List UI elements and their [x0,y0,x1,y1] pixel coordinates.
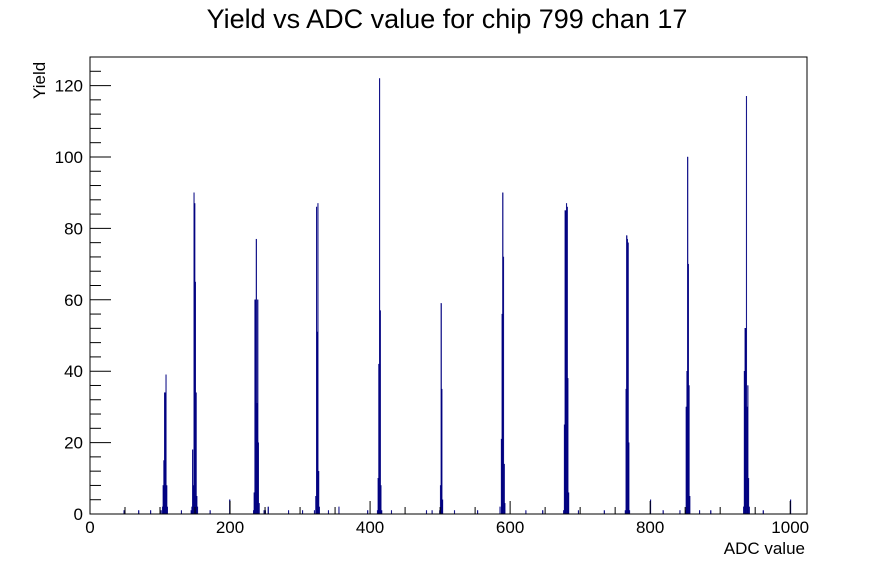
histogram-bin [196,506,199,515]
axes: 0 200 400 600 800 1000 0 20 40 60 80 100 120 [55,56,809,537]
histogram-bin [688,385,690,515]
histogram-bin [258,503,260,515]
histogram-bin [195,392,197,515]
histogram-bin [629,510,631,515]
histogram-bin [710,510,712,515]
histogram-bin [288,510,290,515]
histogram-bin [603,510,605,515]
histogram-bin [380,485,382,515]
x-tick-label: 200 [216,518,244,537]
histogram-bin [679,510,681,515]
histogram-bin [542,510,544,515]
histogram-bin [302,510,304,515]
x-tick-label: 800 [636,518,664,537]
histogram-bin [662,510,664,515]
x-tick-label: 600 [496,518,524,537]
histogram-bin [441,388,443,515]
y-tick-label: 100 [55,148,83,167]
histogram-bin [367,510,369,515]
histogram-bin [313,510,316,515]
x-axis-label: ADC value [724,539,805,558]
histogram-bin [379,310,381,515]
histogram-bin [180,510,182,515]
y-tick-label: 80 [64,219,83,238]
y-tick-label: 60 [64,291,83,310]
histogram-bin [166,506,168,515]
histogram-bin [699,510,701,515]
histogram-bin [525,510,527,515]
histogram-bin [381,510,383,515]
histogram-bin [267,506,269,515]
y-tick-label: 120 [55,77,83,96]
histogram-bin [628,442,630,515]
histogram-bin [150,510,152,515]
y-axis-label: Yield [30,62,49,99]
histogram-bin [327,510,330,515]
y-tick-label: 20 [64,434,83,453]
histogram-bin [317,203,319,515]
histogram-bin [209,510,211,515]
histogram-bin [453,510,456,515]
histogram-bin [577,510,579,515]
histogram-bin [689,495,691,515]
histogram-bin [263,510,265,515]
histogram-bin [390,510,393,515]
histogram-bin [762,510,764,515]
x-tick-label: 0 [85,518,94,537]
histogram-bin [568,492,570,515]
histogram-bars [123,78,792,515]
histogram-bin [123,510,125,515]
y-tick-label: 40 [64,362,83,381]
histogram-bin [425,510,428,515]
histogram-bin [160,510,162,515]
y-tick-label: 0 [74,505,83,524]
histogram-bin [748,506,750,515]
histogram-bin [318,506,320,515]
x-tick-label: 1000 [771,518,809,537]
plot-frame [89,56,808,515]
histogram-bin [504,503,506,515]
histogram-bin [477,510,479,515]
histogram-bin [138,510,140,515]
x-tick-label: 400 [356,518,384,537]
histogram-bin [442,499,444,515]
chart-title: Yield vs ADC value for chip 799 chan 17 [207,4,688,34]
histogram-bin [431,510,433,515]
histogram-bin [499,506,501,515]
histogram-bin [338,506,340,515]
